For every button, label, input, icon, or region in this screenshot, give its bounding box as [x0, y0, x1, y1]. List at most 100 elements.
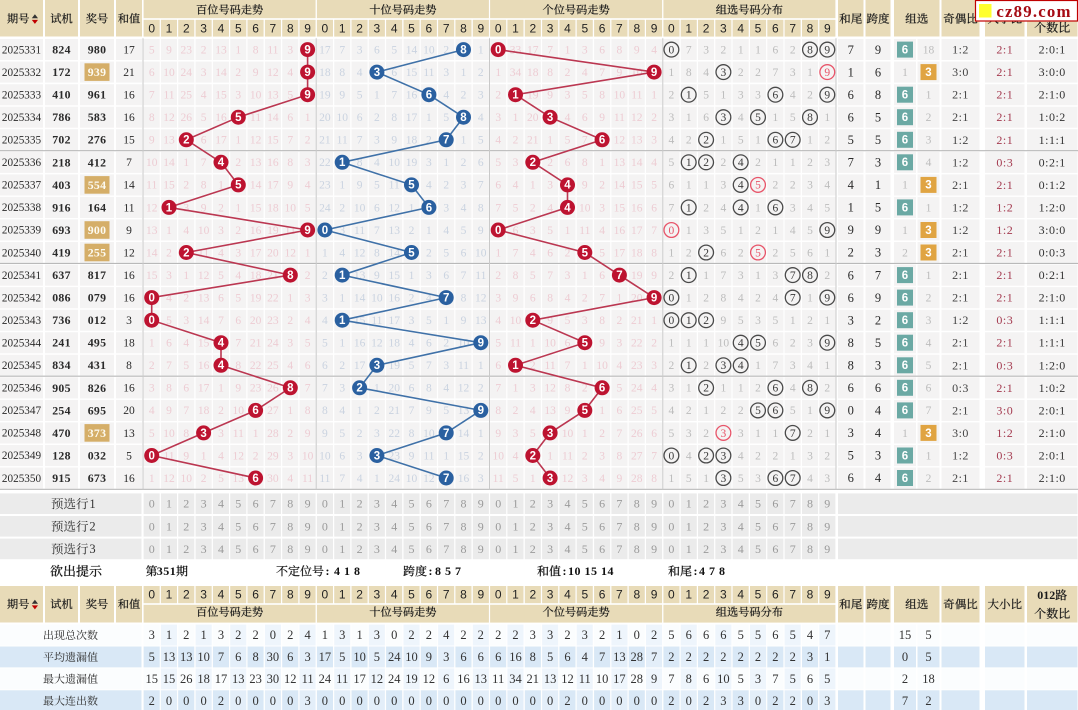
svg-text:2: 2	[530, 202, 536, 214]
svg-text:9: 9	[409, 450, 415, 462]
svg-text:1: 1	[339, 588, 346, 602]
svg-text:2: 2	[374, 405, 380, 417]
svg-text:2: 2	[356, 22, 363, 36]
svg-text:1: 1	[339, 497, 345, 511]
svg-text:1: 1	[902, 67, 908, 79]
svg-text:1:2: 1:2	[952, 155, 969, 169]
svg-text:431: 431	[88, 358, 107, 372]
svg-text:1: 1	[339, 270, 346, 282]
svg-text:4: 4	[651, 157, 657, 169]
svg-text:5: 5	[235, 542, 241, 556]
svg-text:4: 4	[305, 315, 311, 327]
svg-text:1: 1	[322, 628, 328, 642]
svg-text:4: 4	[183, 225, 189, 237]
svg-text:6: 6	[848, 268, 854, 282]
svg-text:0: 0	[616, 694, 622, 708]
svg-text:1: 1	[686, 180, 692, 192]
svg-text:2:1: 2:1	[996, 471, 1013, 485]
svg-text:2:1: 2:1	[952, 336, 969, 350]
svg-text:0: 0	[634, 628, 640, 642]
svg-text:3: 3	[443, 202, 449, 214]
svg-text:26: 26	[631, 428, 643, 440]
svg-text:3: 3	[720, 694, 726, 708]
svg-text:9: 9	[235, 383, 241, 395]
svg-text:478: 478	[699, 564, 729, 578]
svg-text:0: 0	[669, 315, 675, 327]
svg-text:8: 8	[634, 542, 640, 556]
svg-text:14: 14	[631, 157, 643, 169]
svg-text:2: 2	[530, 542, 536, 556]
svg-text:5: 5	[235, 497, 241, 511]
svg-text:1: 1	[530, 338, 536, 350]
svg-text:2: 2	[703, 202, 709, 214]
svg-text:5: 5	[926, 360, 932, 372]
svg-text:11: 11	[250, 112, 261, 124]
svg-text:1: 1	[703, 473, 709, 485]
svg-text:5: 5	[374, 650, 380, 664]
svg-text:4: 4	[218, 157, 225, 169]
svg-text:4: 4	[218, 360, 225, 372]
svg-text:2: 2	[703, 542, 709, 556]
svg-text:7: 7	[616, 497, 622, 511]
svg-text:4: 4	[478, 112, 484, 124]
svg-text:8: 8	[686, 672, 692, 686]
svg-text:1: 1	[513, 383, 519, 395]
svg-text:7: 7	[773, 67, 779, 79]
svg-text:1: 1	[305, 112, 311, 124]
svg-text:6: 6	[902, 450, 908, 462]
svg-text:3: 3	[126, 315, 132, 327]
svg-text:3: 3	[374, 450, 380, 462]
svg-text:1: 1	[686, 360, 692, 372]
svg-text:9: 9	[824, 44, 830, 56]
svg-text:8: 8	[807, 112, 813, 124]
svg-text:6: 6	[478, 650, 484, 664]
svg-text:6: 6	[721, 247, 727, 259]
svg-text:23: 23	[181, 44, 193, 56]
svg-text:3:0: 3:0	[952, 426, 969, 440]
svg-text:1: 1	[599, 157, 605, 169]
svg-text:2: 2	[287, 428, 293, 440]
svg-text:8: 8	[848, 336, 854, 350]
svg-text:2: 2	[721, 44, 727, 56]
svg-text:6: 6	[720, 628, 726, 642]
svg-text:6: 6	[253, 497, 259, 511]
svg-text:7: 7	[651, 650, 657, 664]
svg-text:6: 6	[252, 405, 258, 417]
svg-text:6: 6	[305, 360, 311, 372]
svg-text:4: 4	[738, 519, 744, 533]
svg-text:1: 1	[374, 90, 380, 102]
svg-text:3: 3	[807, 338, 813, 350]
svg-text:2025339: 2025339	[2, 225, 42, 237]
svg-text:1:2:0: 1:2:0	[1039, 200, 1066, 214]
svg-text:1:1:1: 1:1:1	[1039, 336, 1066, 350]
svg-text:10: 10	[405, 650, 418, 664]
svg-text:3: 3	[807, 450, 813, 462]
svg-text:2: 2	[530, 519, 536, 533]
svg-text:8: 8	[391, 112, 397, 124]
svg-text:0: 0	[495, 225, 501, 237]
svg-text:17: 17	[614, 247, 626, 259]
svg-text:19: 19	[527, 90, 539, 102]
svg-text:2: 2	[669, 90, 675, 102]
svg-text:2: 2	[530, 497, 536, 511]
svg-text:2: 2	[772, 650, 778, 664]
svg-text:9: 9	[426, 650, 432, 664]
svg-text:11: 11	[163, 90, 174, 102]
svg-text:9: 9	[651, 542, 657, 556]
svg-text:0: 0	[668, 22, 675, 36]
svg-text::: :	[429, 564, 433, 578]
svg-text:9: 9	[287, 180, 293, 192]
svg-text:10: 10	[250, 90, 262, 102]
svg-text:9: 9	[565, 405, 571, 417]
svg-text:13: 13	[215, 44, 227, 56]
svg-text:8: 8	[807, 270, 813, 282]
svg-text:2: 2	[443, 180, 449, 192]
svg-text:0: 0	[686, 694, 692, 708]
svg-text:0:3: 0:3	[996, 449, 1013, 463]
svg-text:2: 2	[495, 90, 501, 102]
svg-text:1: 1	[149, 338, 155, 350]
svg-text:3: 3	[875, 359, 881, 373]
svg-text:8: 8	[807, 44, 813, 56]
svg-text:3: 3	[925, 180, 931, 192]
svg-text:8: 8	[633, 588, 640, 602]
